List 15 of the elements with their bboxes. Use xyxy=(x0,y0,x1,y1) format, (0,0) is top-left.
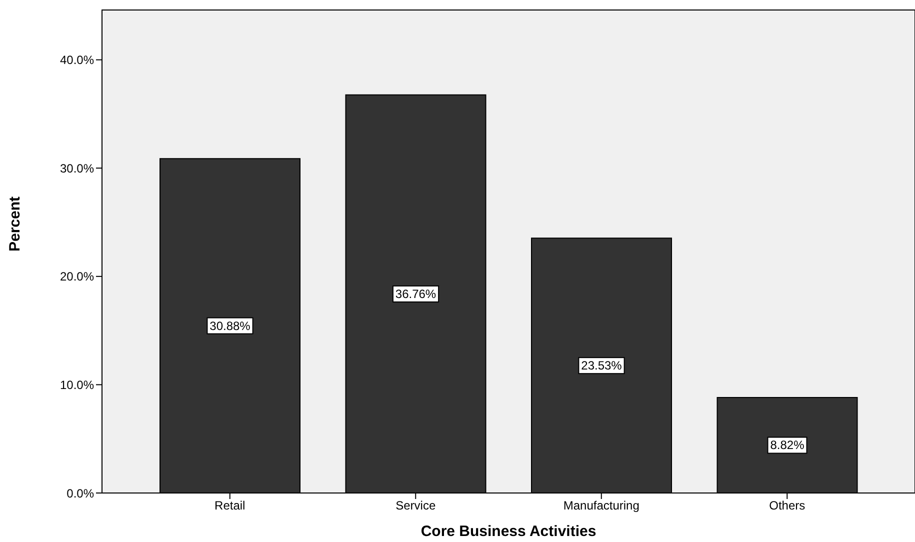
y-tick-label: 30.0% xyxy=(60,161,94,176)
x-tick-label: Others xyxy=(769,498,806,513)
data-label: 8.82% xyxy=(770,438,805,452)
y-tick-label: 40.0% xyxy=(60,53,94,68)
x-tick-label: Manufacturing xyxy=(563,498,640,513)
y-axis-title: Percent xyxy=(6,196,24,252)
x-tick-label: Retail xyxy=(214,498,246,513)
data-label: 23.53% xyxy=(581,358,622,373)
y-tick-label: 0.0% xyxy=(66,486,94,500)
x-axis-title: Core Business Activities xyxy=(420,523,596,540)
x-tick-label: Service xyxy=(396,498,436,513)
data-label: 30.88% xyxy=(210,318,251,333)
data-label: 36.76% xyxy=(395,286,436,301)
y-tick-label: 20.0% xyxy=(60,270,94,284)
y-tick-label: 10.0% xyxy=(60,378,94,392)
